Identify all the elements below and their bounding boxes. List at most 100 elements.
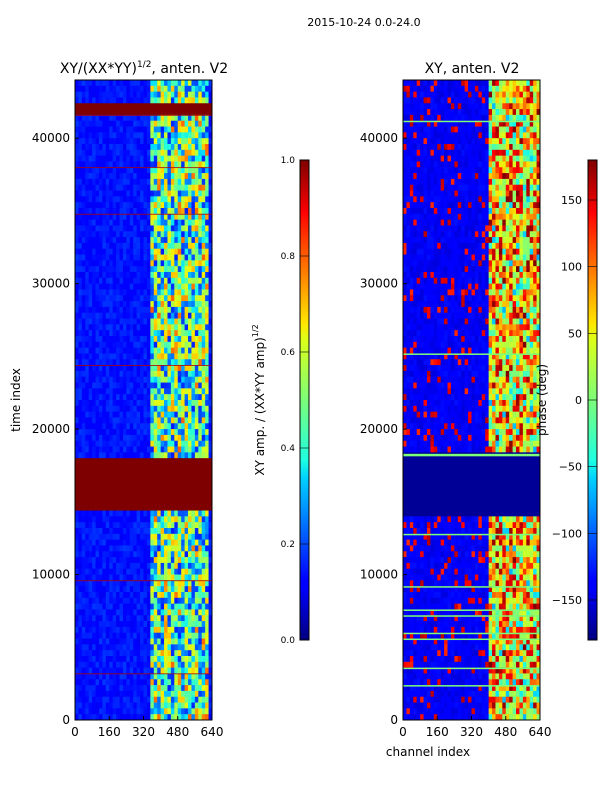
heatmap-1-cell: [112, 120, 117, 127]
heatmap-1-cell: [126, 434, 131, 442]
heatmap-1-cell: [174, 626, 179, 634]
heatmap-1-cell: [181, 120, 185, 127]
heatmap-1-cell: [136, 522, 141, 529]
heatmap-1-cell: [98, 632, 103, 639]
heatmap-1-cell: [143, 545, 148, 552]
heatmap-2-cell: [416, 114, 421, 122]
heatmap-1-cell: [177, 213, 182, 221]
heatmap-1-cell: [181, 208, 185, 215]
heatmap-1-cell: [184, 370, 189, 378]
heatmap-1-cell: [157, 266, 162, 273]
heatmap-1-cell: [112, 551, 117, 558]
heatmap-1-cell: [88, 626, 93, 634]
heatmap-1-cell: [78, 167, 83, 174]
heatmap-1-cell: [164, 644, 168, 651]
heatmap-1-cell: [188, 103, 192, 110]
heatmap-1-cell: [170, 568, 175, 575]
heatmap-1-cell: [198, 301, 203, 308]
heatmap-1-cell: [95, 132, 100, 139]
heatmap-1-cell: [157, 650, 162, 657]
heatmap-1-cell: [160, 452, 165, 459]
heatmap-2-cell: [430, 138, 435, 145]
heatmap-1-cell: [119, 440, 124, 447]
heatmap-1-cell: [174, 324, 179, 331]
heatmap-1-cell: [150, 557, 155, 564]
heatmap-1-cell: [105, 132, 110, 139]
heatmap-2-cell: [526, 85, 531, 93]
heatmap-1-cell: [181, 411, 185, 418]
heatmap-1-cell: [191, 638, 196, 645]
heatmap-2-cell: [522, 85, 527, 93]
heatmap-1-cell: [188, 318, 192, 325]
heatmap-1-cell: [146, 464, 151, 471]
heatmap-1-cell: [167, 184, 172, 191]
heatmap-1-cell: [150, 400, 155, 407]
heatmap-1-cell: [98, 306, 103, 314]
heatmap-1-cell: [102, 429, 107, 436]
heatmap-1-cell: [136, 405, 141, 413]
heatmap-1-cell: [129, 365, 134, 372]
heatmap-1-cell: [109, 103, 114, 110]
heatmap-1-cell: [181, 237, 185, 244]
heatmap-1-cell: [153, 400, 158, 407]
heatmap-1-cell: [98, 126, 103, 133]
heatmap-2-cell: [464, 80, 469, 87]
heatmap-1-cell: [170, 434, 175, 442]
heatmap-1-cell: [133, 661, 138, 669]
heatmap-1-cell: [85, 597, 90, 605]
heatmap-1-cell: [174, 341, 179, 349]
heatmap-1-cell: [105, 493, 110, 500]
heatmap-2-cell: [403, 85, 407, 93]
heatmap-2-cell: [519, 132, 524, 139]
heatmap-1-cell: [177, 155, 182, 162]
heatmap-2-cell: [519, 109, 524, 116]
heatmap-1-cell: [157, 592, 162, 599]
heatmap-1-cell: [184, 336, 189, 343]
heatmap-1-cell: [198, 272, 203, 279]
heatmap-2-cell: [403, 144, 407, 151]
heatmap-1-cell: [194, 446, 199, 453]
heatmap-1-cell: [191, 621, 196, 628]
heatmap-1-cell: [208, 458, 213, 465]
heatmap-1-cell: [181, 714, 185, 721]
heatmap-1-cell: [119, 469, 124, 477]
heatmap-1-cell: [122, 592, 127, 599]
heatmap-1-cell: [208, 434, 213, 442]
heatmap-2-cell: [416, 149, 421, 157]
heatmap-1-cell: [78, 114, 83, 122]
heatmap-1-cell: [146, 190, 151, 197]
heatmap-2-cell: [423, 91, 428, 98]
heatmap-1-cell: [81, 336, 86, 343]
heatmap-1-cell: [188, 219, 192, 226]
heatmap-1-cell: [116, 138, 120, 145]
heatmap-1-cell: [208, 626, 213, 634]
heatmap-1-cell: [98, 80, 103, 87]
heatmap-1-cell: [198, 603, 203, 610]
heatmap-1-cell: [146, 196, 151, 203]
heatmap-1-cell: [136, 481, 141, 488]
heatmap-1-cell: [78, 475, 83, 482]
heatmap-1-cell: [98, 254, 103, 261]
heatmap-1-cell: [126, 644, 131, 651]
heatmap-1-cell: [95, 173, 100, 180]
heatmap-1-cell: [95, 504, 100, 511]
heatmap-1-cell: [208, 109, 213, 116]
heatmap-1-cell: [112, 365, 117, 372]
heatmap-1-cell: [191, 231, 196, 238]
heatmap-1-cell: [188, 225, 192, 232]
heatmap-2-cell: [413, 109, 418, 116]
heatmap-1-cell: [136, 208, 141, 215]
heatmap-1-cell: [143, 551, 148, 558]
heatmap-1-cell: [92, 248, 96, 255]
heatmap-1-cell: [164, 388, 168, 395]
heatmap-1-cell: [126, 237, 131, 244]
heatmap-1-cell: [112, 609, 117, 616]
heatmap-1-cell: [150, 679, 155, 686]
heatmap-1-cell: [126, 580, 131, 587]
heatmap-2-cell: [409, 126, 414, 133]
heatmap-1-flag-line: [75, 365, 212, 366]
heatmap-1-cell: [143, 312, 148, 319]
heatmap-1-cell: [157, 597, 162, 605]
heatmap-2-cell: [437, 144, 442, 151]
